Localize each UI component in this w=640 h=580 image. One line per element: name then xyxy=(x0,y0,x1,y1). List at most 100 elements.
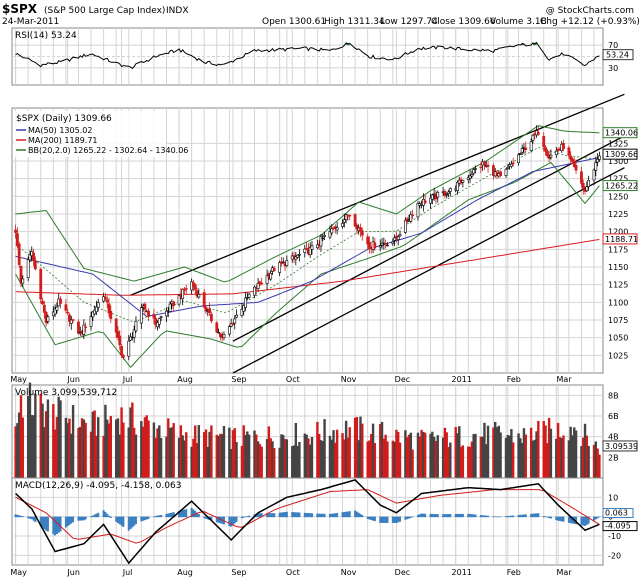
volume-bar xyxy=(141,426,145,478)
volume-bar xyxy=(580,446,583,478)
macd-histogram-bar xyxy=(97,512,100,518)
volume-bar xyxy=(131,402,134,478)
candle-body xyxy=(342,219,346,223)
macd-histogram-bar xyxy=(469,513,472,518)
volume-bar xyxy=(267,426,271,478)
volume-bar xyxy=(26,395,30,478)
volume-bar xyxy=(310,437,314,478)
candle-body xyxy=(33,260,37,270)
macd-histogram-bar xyxy=(152,516,155,518)
volume-bar xyxy=(240,445,244,478)
macd-histogram-bar xyxy=(179,510,182,518)
month-axis: May Jun Jul Aug Sep Oct Nov Dec 2011 Feb Mar xyxy=(10,375,572,384)
volume-bar xyxy=(102,435,105,478)
candle-body xyxy=(483,161,486,166)
macd-histogram-bar xyxy=(192,509,195,518)
macd-histogram-bar xyxy=(108,515,111,518)
volume-bar xyxy=(481,436,484,478)
volume-bar xyxy=(190,446,193,478)
volume-bar xyxy=(134,434,138,478)
volume-bar xyxy=(308,444,312,478)
rsi-value-flag-label: 53.24 xyxy=(606,51,629,60)
candle-body xyxy=(132,329,136,338)
volume-bar xyxy=(147,420,150,478)
candle-body xyxy=(231,323,235,325)
volume-bar xyxy=(154,437,157,478)
candle-body xyxy=(17,243,21,265)
candle-body xyxy=(486,164,490,167)
macd-histogram-bar xyxy=(487,515,490,518)
volume-bar xyxy=(140,421,143,478)
macd-histogram-bar xyxy=(170,512,173,518)
macd-histogram-bar xyxy=(118,516,121,525)
macd-histogram-bar xyxy=(210,516,213,521)
volume-bar xyxy=(436,435,439,478)
candle-body xyxy=(107,303,111,314)
candle-body xyxy=(245,297,249,299)
macd-histogram-bar xyxy=(228,516,231,527)
candle-body xyxy=(569,155,573,160)
volume-bar xyxy=(454,426,457,478)
volume-bar xyxy=(495,427,499,478)
volume-bar xyxy=(43,427,46,478)
candle-body xyxy=(404,219,407,233)
candle-body xyxy=(139,307,143,324)
macd-histogram-bar xyxy=(280,512,283,518)
volume-bar xyxy=(185,432,188,478)
volume-bar xyxy=(91,411,95,478)
candle-body xyxy=(46,316,50,322)
macd-histogram-bar xyxy=(231,516,234,526)
candle-body xyxy=(554,150,558,156)
volume-bar xyxy=(53,429,57,478)
watermark: @ StockCharts.com xyxy=(546,6,634,16)
candle-body xyxy=(368,241,371,250)
close-value: Close 1309.66 xyxy=(431,17,496,27)
volume-bar xyxy=(44,411,48,478)
macd-histogram-bar xyxy=(215,516,218,523)
bb-legend: BB(20,2.0) 1265.22 - 1302.64 - 1340.06 xyxy=(28,146,188,155)
volume-bar xyxy=(397,431,400,478)
candle-body xyxy=(423,200,427,204)
candle-body xyxy=(499,171,503,176)
volume-bar xyxy=(317,433,321,478)
macd-hist-flag xyxy=(602,508,634,519)
candle-body xyxy=(366,236,370,245)
macd-histogram-bar xyxy=(52,516,55,535)
volume-bar xyxy=(355,417,359,478)
candle-body xyxy=(430,194,434,200)
volume-bar xyxy=(256,441,260,478)
volume-bar xyxy=(334,442,337,478)
macd-histogram-bar xyxy=(585,516,588,525)
candle-body xyxy=(93,309,97,315)
month-label: 2011 xyxy=(452,375,472,384)
candle-body xyxy=(479,166,483,169)
volume-bar xyxy=(497,425,501,478)
macd-histogram-bar xyxy=(496,516,499,518)
candle-body xyxy=(156,322,159,328)
macd-histogram-bar xyxy=(79,516,82,521)
volume-bar xyxy=(204,429,208,478)
volume-bar xyxy=(292,445,296,478)
macd-histogram-bar xyxy=(519,514,522,518)
macd-histogram-bar xyxy=(273,513,276,518)
volume-bar xyxy=(524,434,527,478)
macd-histogram-bar xyxy=(197,514,200,518)
macd-histogram-bar xyxy=(544,516,547,518)
volume-bar xyxy=(441,437,445,478)
macd-histogram-bar xyxy=(393,516,396,523)
candle-body xyxy=(529,141,533,152)
volume-bar xyxy=(282,434,285,478)
month-label: Feb xyxy=(507,568,521,577)
volume-bar xyxy=(587,445,590,478)
price-value-flag xyxy=(602,180,638,192)
price-tick-label: 1275 xyxy=(608,175,628,184)
volume-bar xyxy=(55,416,59,478)
volume-bar xyxy=(494,421,497,478)
volume-bar xyxy=(321,441,324,478)
volume-bar xyxy=(492,427,495,478)
volume-bar xyxy=(273,448,276,478)
volume-bar xyxy=(368,440,371,478)
volume-bar xyxy=(165,436,168,478)
macd-histogram-bar xyxy=(384,516,387,523)
index-name: (S&P 500 Large Cap Index) xyxy=(44,6,165,16)
